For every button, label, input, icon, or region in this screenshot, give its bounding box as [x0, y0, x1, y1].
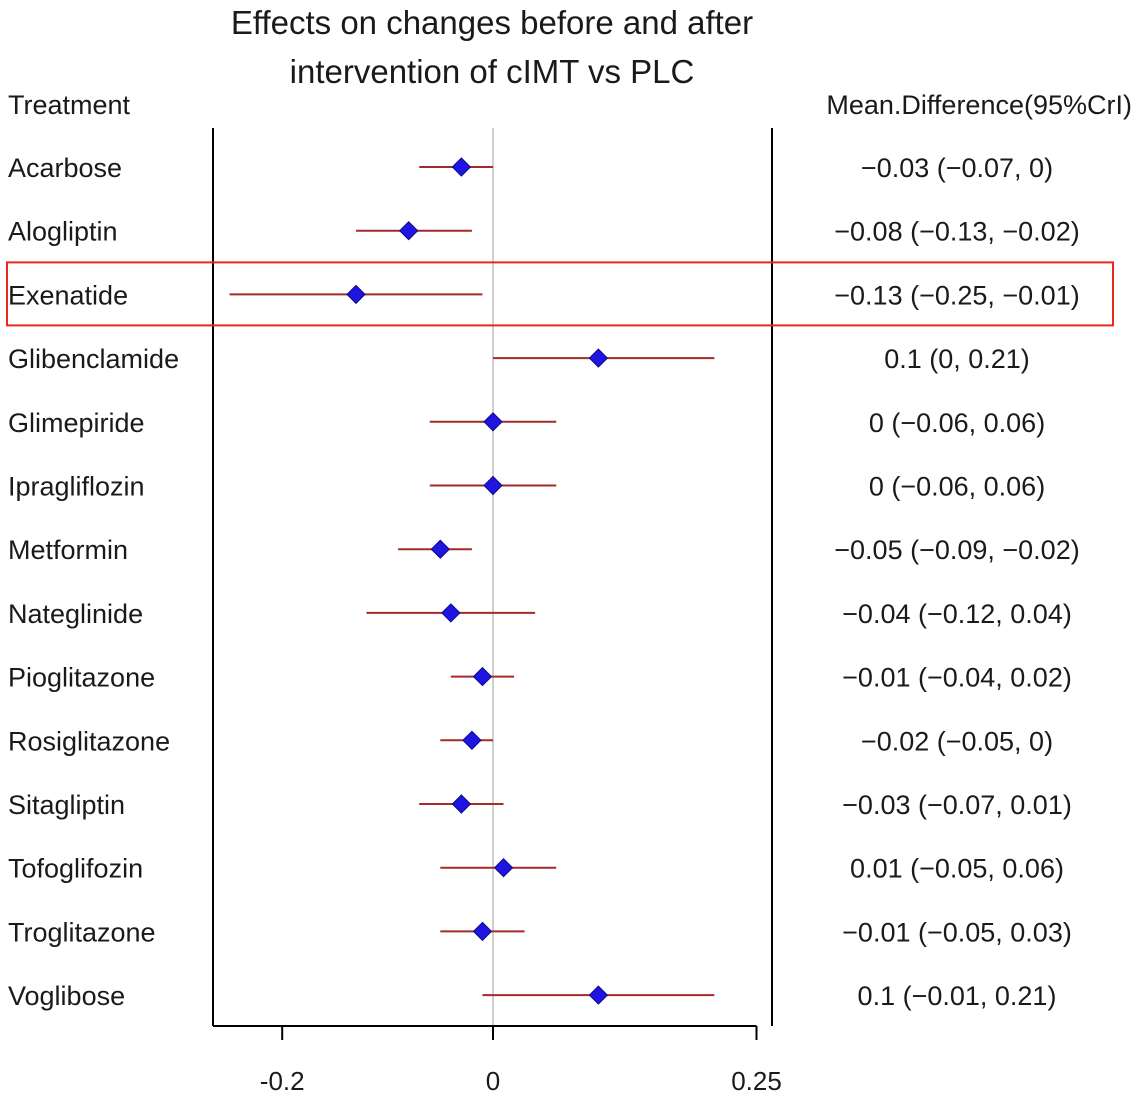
mean-difference-estimate: −0.08 (−0.13, −0.02): [834, 217, 1079, 247]
mean-difference-estimate: −0.13 (−0.25, −0.01): [834, 280, 1079, 310]
treatment-label: Pioglitazone: [8, 663, 155, 693]
mean-difference-marker: [588, 985, 609, 1005]
mean-difference-estimate: 0.1 (0, 0.21): [884, 344, 1030, 374]
mean-difference-marker: [398, 220, 419, 241]
treatment-label: Nateglinide: [8, 599, 143, 629]
treatment-label: Exenatide: [8, 280, 128, 310]
mean-difference-marker: [493, 857, 514, 878]
x-tick-label: -0.2: [260, 1066, 305, 1096]
treatment-label: Alogliptin: [8, 217, 118, 247]
mean-difference-estimate: −0.03 (−0.07, 0.01): [842, 790, 1072, 820]
mean-difference-estimate: 0.01 (−0.05, 0.06): [850, 854, 1064, 884]
treatment-label: Voglibose: [8, 981, 125, 1011]
mean-difference-marker: [472, 666, 493, 687]
mean-difference-estimate: −0.01 (−0.05, 0.03): [842, 917, 1072, 947]
treatment-label: Glibenclamide: [8, 344, 179, 374]
treatment-label: Ipragliflozin: [8, 472, 145, 502]
mean-difference-marker: [441, 603, 461, 623]
treatment-label: Metformin: [8, 535, 128, 565]
mean-difference-estimate: 0 (−0.06, 0.06): [869, 408, 1045, 438]
chart-title-line-1: Effects on changes before and after: [231, 4, 753, 41]
mean-difference-marker: [451, 794, 472, 814]
mean-difference-estimate: −0.04 (−0.12, 0.04): [842, 599, 1072, 629]
treatment-label: Acarbose: [8, 153, 122, 183]
mean-difference-column-header: Mean.Difference(95%CrI): [826, 90, 1132, 120]
mean-difference-marker: [346, 284, 366, 305]
mean-difference-marker: [462, 730, 482, 751]
treatment-label: Sitagliptin: [8, 790, 125, 820]
treatment-column-header: Treatment: [8, 90, 131, 120]
mean-difference-estimate: 0 (−0.06, 0.06): [869, 472, 1045, 502]
treatment-label: Tofoglifozin: [8, 854, 143, 884]
mean-difference-marker: [451, 157, 472, 177]
mean-difference-estimate: −0.01 (−0.04, 0.02): [842, 663, 1072, 693]
mean-difference-estimate: −0.03 (−0.07, 0): [861, 153, 1053, 183]
mean-difference-marker: [588, 348, 609, 368]
x-tick-label: 0.25: [731, 1066, 782, 1096]
mean-difference-estimate: −0.05 (−0.09, −0.02): [834, 535, 1079, 565]
x-tick-label: 0: [486, 1066, 500, 1096]
mean-difference-marker: [430, 539, 451, 559]
treatment-label: Rosiglitazone: [8, 726, 170, 756]
treatment-label: Troglitazone: [8, 917, 156, 947]
plot-area: -0.2 0 0.25 Acarbose −0.03 (−0.07, 0) Aloglip…: [6, 128, 1114, 1096]
mean-difference-marker: [472, 921, 493, 942]
highlight-box: [6, 261, 1114, 327]
chart-title-line-2: intervention of cIMT vs PLC: [290, 53, 695, 90]
mean-difference-marker: [483, 412, 503, 432]
treatment-label: Glimepiride: [8, 408, 145, 438]
mean-difference-estimate: 0.1 (−0.01, 0.21): [858, 981, 1057, 1011]
mean-difference-marker: [483, 475, 503, 496]
mean-difference-estimate: −0.02 (−0.05, 0): [861, 726, 1053, 756]
